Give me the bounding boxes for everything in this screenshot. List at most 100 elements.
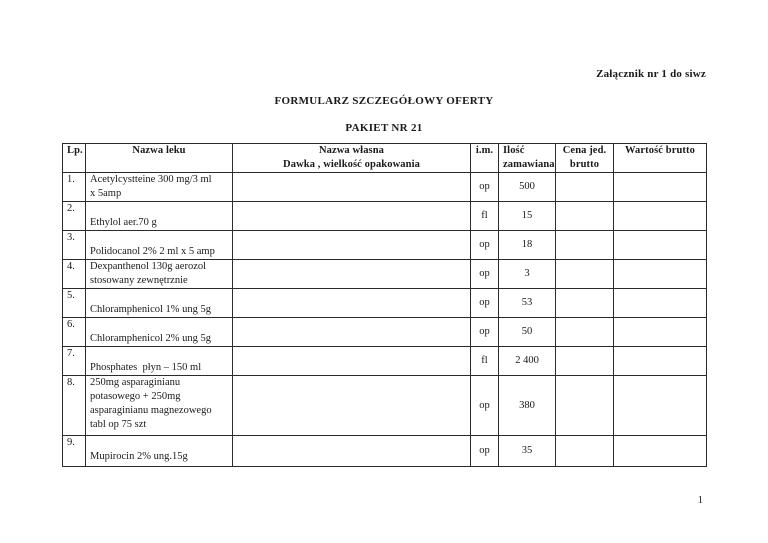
drug-name-line: Chloramphenicol 2% ung 5g — [90, 333, 212, 344]
header-row: Lp. Nazwa leku Nazwa własna Dawka , wiel… — [62, 143, 707, 173]
own-name-cell — [232, 230, 471, 260]
unit-cell: fl — [470, 346, 499, 376]
quantity-cell: 18 — [498, 230, 556, 260]
table-row: 5. Chloramphenicol 1% ung 5g op 53 — [62, 288, 707, 318]
gross-value-cell — [613, 288, 707, 318]
quantity-cell: 2 400 — [498, 346, 556, 376]
own-name-cell — [232, 375, 471, 436]
drug-name-cell: Chloramphenicol 1% ung 5g — [85, 288, 233, 318]
lp-cell: 6. — [62, 317, 86, 347]
drug-name-line: Chloramphenicol 1% ung 5g — [90, 304, 212, 315]
unit-price-cell — [555, 435, 614, 467]
quantity-cell: 50 — [498, 317, 556, 347]
unit-price-cell — [555, 201, 614, 231]
drug-name-cell: Ethylol aer.70 g — [85, 201, 233, 231]
drug-name-line: Polidocanol 2% 2 ml x 5 amp — [90, 246, 215, 257]
header-unit: i.m. — [470, 143, 499, 173]
unit-price-cell — [555, 346, 614, 376]
table-body: 1. Acetylcystteine 300 mg/3 ml x 5amp op 500… — [62, 172, 707, 467]
quantity-cell: 500 — [498, 172, 556, 202]
drug-name-cell: Polidocanol 2% 2 ml x 5 amp — [85, 230, 233, 260]
quantity-cell: 15 — [498, 201, 556, 231]
lp-cell: 7. — [62, 346, 86, 376]
unit-cell: op — [470, 230, 499, 260]
drug-name-line — [90, 290, 228, 304]
drug-name-cell: Phosphates płyn – 150 ml — [85, 346, 233, 376]
unit-cell: fl — [470, 201, 499, 231]
header-drug-name: Nazwa leku — [85, 143, 233, 173]
gross-value-cell — [613, 317, 707, 347]
unit-cell: op — [470, 435, 499, 467]
header-own-name-line2: Dawka , wielkość opakowania — [283, 159, 420, 170]
own-name-cell — [232, 346, 471, 376]
package-subtitle: PAKIET NR 21 — [345, 122, 423, 134]
header-quantity: Ilość zamawiana — [498, 143, 556, 173]
lp-cell: 8. — [62, 375, 86, 436]
lp-cell: 2. — [62, 201, 86, 231]
offer-table: Lp. Nazwa leku Nazwa własna Dawka , wiel… — [62, 143, 707, 467]
drug-name-line: Phosphates płyn – 150 ml — [90, 362, 202, 373]
unit-price-cell — [555, 288, 614, 318]
own-name-cell — [232, 172, 471, 202]
drug-name-line — [90, 319, 228, 333]
lp-cell: 5. — [62, 288, 86, 318]
header-lp: Lp. — [62, 143, 86, 173]
header-unit-price: Cena jed. brutto — [555, 143, 614, 173]
lp-cell: 1. — [62, 172, 86, 202]
header-quantity-line2: zamawiana — [503, 159, 555, 170]
drug-name-cell: Mupirocin 2% ung.15g — [85, 435, 233, 467]
own-name-cell — [232, 259, 471, 289]
unit-cell: op — [470, 317, 499, 347]
lp-cell: 3. — [62, 230, 86, 260]
drug-name-line: asparaginianu magnezowego — [90, 405, 212, 416]
quantity-cell: 35 — [498, 435, 556, 467]
gross-value-cell — [613, 435, 707, 467]
gross-value-cell — [613, 201, 707, 231]
table-row: 8. 250mg asparaginianu potasowego + 250mg a… — [62, 375, 707, 436]
table-row: 3. Polidocanol 2% 2 ml x 5 amp op 18 — [62, 230, 707, 260]
header-own-name-line1: Nazwa własna — [318, 145, 385, 156]
header-quantity-line1: Ilość — [503, 145, 525, 156]
drug-name-line: Dexpanthenol 130g aerozol — [90, 261, 207, 272]
table-row: 6. Chloramphenicol 2% ung 5g op 50 — [62, 317, 707, 347]
drug-name-line: 250mg asparaginianu — [90, 377, 181, 388]
drug-name-cell: 250mg asparaginianu potasowego + 250mg asp… — [85, 375, 233, 436]
table-row: 4. Dexpanthenol 130g aerozol stosowany zew… — [62, 259, 707, 289]
drug-name-line: Ethylol aer.70 g — [90, 217, 157, 228]
unit-price-cell — [555, 317, 614, 347]
quantity-cell: 380 — [498, 375, 556, 436]
unit-cell: op — [470, 288, 499, 318]
drug-name-line — [90, 348, 228, 362]
drug-name-line: Mupirocin 2% ung.15g — [90, 451, 188, 462]
lp-cell: 4. — [62, 259, 86, 289]
gross-value-cell — [613, 259, 707, 289]
gross-value-cell — [613, 346, 707, 376]
drug-name-line: Acetylcystteine 300 mg/3 ml — [90, 174, 212, 185]
unit-cell: op — [470, 172, 499, 202]
unit-price-cell — [555, 375, 614, 436]
page-number: 1 — [697, 495, 703, 506]
quantity-cell: 3 — [498, 259, 556, 289]
unit-cell: op — [470, 375, 499, 436]
gross-value-cell — [613, 375, 707, 436]
drug-name-cell: Acetylcystteine 300 mg/3 ml x 5amp — [85, 172, 233, 202]
drug-name-line — [90, 437, 228, 451]
unit-price-cell — [555, 230, 614, 260]
drug-name-cell: Dexpanthenol 130g aerozol stosowany zewnę… — [85, 259, 233, 289]
own-name-cell — [232, 317, 471, 347]
gross-value-cell — [613, 172, 707, 202]
drug-name-line — [90, 203, 228, 217]
drug-name-line: tabl op 75 szt — [90, 419, 147, 430]
drug-name-cell: Chloramphenicol 2% ung 5g — [85, 317, 233, 347]
own-name-cell — [232, 201, 471, 231]
attachment-note: Załącznik nr 1 do siwz — [596, 68, 706, 80]
drug-name-line: stosowany zewnętrznie — [90, 275, 188, 286]
lp-cell: 9. — [62, 435, 86, 467]
header-unit-price-line2: brutto — [569, 159, 600, 170]
table-row: 9. Mupirocin 2% ung.15g op 35 — [62, 435, 707, 467]
table-row: 7. Phosphates płyn – 150 ml fl 2 400 — [62, 346, 707, 376]
table-header: Lp. Nazwa leku Nazwa własna Dawka , wiel… — [62, 143, 707, 173]
own-name-cell — [232, 435, 471, 467]
unit-cell: op — [470, 259, 499, 289]
page-title: FORMULARZ SZCZEGÓŁOWY OFERTY — [274, 95, 494, 107]
